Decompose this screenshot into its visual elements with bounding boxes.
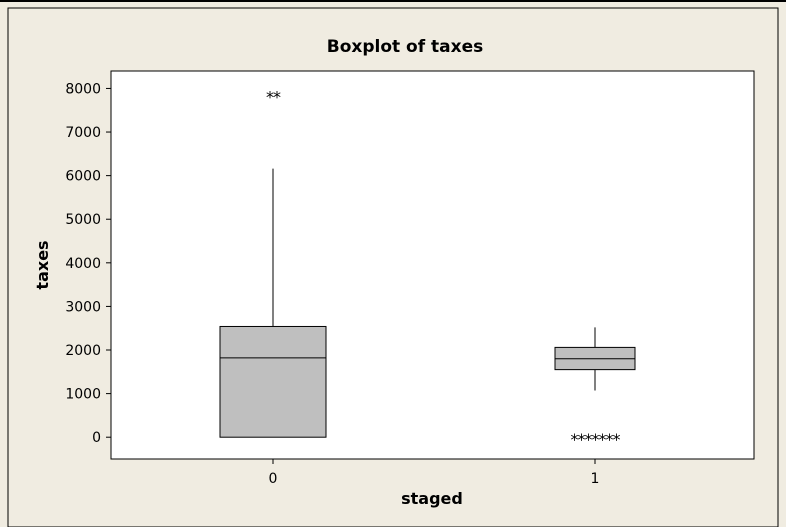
y-tick-label: 6000 [65, 169, 101, 185]
x-axis-label: staged [401, 489, 463, 508]
y-tick-label: 4000 [65, 256, 101, 272]
y-axis-label: taxes [33, 240, 52, 289]
y-tick-label: 5000 [65, 212, 101, 228]
iqr-box [219, 325, 327, 438]
chart-title: Boxplot of taxes [327, 37, 484, 57]
y-tick-label: 7000 [65, 125, 101, 141]
box-group-0: ** [219, 88, 327, 438]
outlier-markers: ** [266, 88, 281, 107]
y-axis: 0 1000 2000 3000 4000 5000 6000 7000 8000 [65, 81, 111, 446]
y-tick-label: 8000 [65, 81, 101, 97]
y-tick-label: 0 [92, 430, 101, 446]
x-tick-label: 1 [591, 471, 600, 487]
outlier-markers: ******* [571, 430, 621, 449]
y-tick-label: 2000 [65, 343, 101, 359]
box-group-1: ******* [554, 327, 636, 449]
plot-area [110, 70, 755, 460]
x-tick-label: 0 [269, 471, 278, 487]
y-tick-label: 3000 [65, 299, 101, 315]
boxes: ********* [219, 88, 636, 449]
y-tick-label: 1000 [65, 387, 101, 403]
